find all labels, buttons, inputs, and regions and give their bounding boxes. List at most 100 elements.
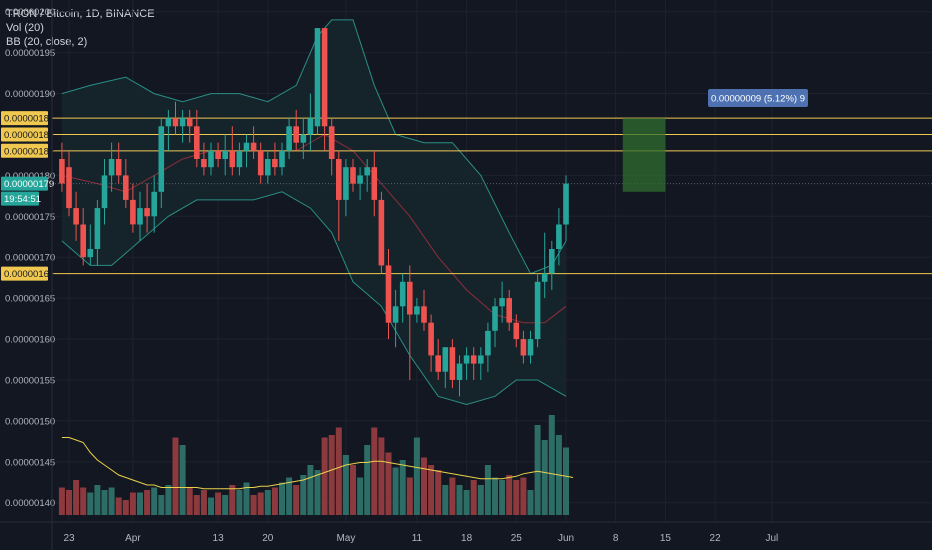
candle-body[interactable] — [80, 224, 86, 258]
candle-body[interactable] — [265, 159, 271, 176]
volume-bar — [371, 427, 378, 515]
volume-bar — [520, 477, 527, 515]
candle-body[interactable] — [73, 208, 79, 225]
candle-body[interactable] — [328, 126, 335, 159]
candle-body[interactable] — [115, 159, 122, 176]
time-tick-label: 11 — [412, 533, 423, 544]
candle-body[interactable] — [279, 150, 285, 168]
candle-body[interactable] — [94, 208, 101, 249]
volume-bar — [87, 492, 94, 515]
volume-bar — [236, 490, 243, 515]
candle-body[interactable] — [123, 175, 129, 200]
candle-body[interactable] — [371, 167, 378, 200]
volume-bar — [428, 465, 435, 515]
time-tick-label: 22 — [710, 533, 722, 544]
volume-bar — [293, 485, 300, 515]
candle-body[interactable] — [470, 355, 477, 364]
candle-body[interactable] — [527, 339, 534, 356]
level-tag: 0.00000168 — [1, 266, 54, 281]
candle-body[interactable] — [549, 249, 555, 274]
candle-body[interactable] — [449, 347, 456, 380]
volume-bar — [342, 455, 349, 515]
candle-body[interactable] — [435, 355, 441, 372]
volume-bar — [385, 452, 392, 515]
candle-body[interactable] — [456, 363, 463, 380]
candle-body[interactable] — [399, 281, 406, 307]
candle-body[interactable] — [272, 159, 278, 168]
candle-body[interactable] — [257, 150, 264, 176]
candle-body[interactable] — [236, 150, 243, 168]
candle-body[interactable] — [378, 199, 385, 266]
candle-body[interactable] — [87, 249, 94, 258]
candle-body[interactable] — [442, 347, 449, 372]
candle-body[interactable] — [215, 150, 221, 159]
candle-body[interactable] — [66, 167, 72, 209]
candle-body[interactable] — [385, 265, 392, 323]
candle-body[interactable] — [314, 28, 321, 127]
candle-body[interactable] — [165, 118, 172, 127]
volume-bar — [421, 457, 427, 515]
price-tick-label: 0.00000175 — [5, 212, 55, 223]
candle-body[interactable] — [428, 322, 434, 356]
candle-body[interactable] — [250, 142, 257, 151]
candle-body[interactable] — [506, 298, 512, 323]
candle-body[interactable] — [321, 28, 328, 127]
candle-body[interactable] — [130, 199, 136, 225]
candle-body[interactable] — [336, 159, 342, 200]
candle-body[interactable] — [172, 118, 179, 127]
volume-bar — [335, 427, 342, 515]
time-tick-label: Jun — [558, 533, 574, 544]
candle-body[interactable] — [478, 355, 484, 364]
candle-body[interactable] — [179, 118, 186, 127]
candle-body[interactable] — [563, 183, 569, 225]
candle-body[interactable] — [392, 306, 399, 323]
candle-body[interactable] — [541, 273, 548, 282]
candle-body[interactable] — [421, 306, 427, 323]
candle-body[interactable] — [194, 126, 200, 159]
candle-body[interactable] — [208, 150, 214, 168]
candle-body[interactable] — [407, 281, 413, 315]
volume-bar — [392, 467, 399, 515]
volume-bar — [200, 490, 207, 515]
candle-body[interactable] — [513, 322, 520, 340]
candle-body[interactable] — [186, 118, 193, 127]
candle-body[interactable] — [201, 159, 207, 168]
candle-body[interactable] — [463, 355, 470, 364]
candle-body[interactable] — [222, 150, 228, 159]
candle-body[interactable] — [556, 224, 562, 250]
candle-body[interactable] — [158, 126, 165, 192]
candle-body[interactable] — [343, 167, 349, 200]
candle-body[interactable] — [243, 142, 250, 151]
candle-body[interactable] — [520, 339, 527, 356]
candle-body[interactable] — [499, 298, 505, 307]
candle-body[interactable] — [101, 175, 108, 209]
last-price-text: 0.00000179 — [4, 179, 54, 190]
countdown-text: 19:54:51 — [4, 194, 41, 205]
volume-bar — [158, 495, 165, 515]
level-tag-bg — [1, 266, 48, 281]
candle-body[interactable] — [357, 175, 363, 184]
candle-body[interactable] — [144, 208, 150, 217]
indicator-volume[interactable]: Vol (20) — [6, 22, 44, 34]
candle-body[interactable] — [293, 126, 299, 143]
projection-box[interactable] — [622, 118, 666, 192]
volume-bar — [563, 447, 569, 515]
candle-body[interactable] — [300, 134, 307, 143]
candle-body[interactable] — [229, 150, 236, 168]
candle-body[interactable] — [534, 281, 541, 340]
candle-body[interactable] — [108, 159, 115, 176]
volume-bar — [435, 470, 442, 515]
candle-body[interactable] — [350, 167, 356, 184]
candle-body[interactable] — [492, 306, 498, 331]
candle-body[interactable] — [286, 126, 292, 151]
time-tick-label: 8 — [613, 533, 619, 544]
candle-body[interactable] — [151, 191, 157, 217]
indicator-bollinger[interactable]: BB (20, close, 2) — [6, 36, 88, 48]
candle-body[interactable] — [59, 159, 65, 184]
candle-body[interactable] — [364, 167, 370, 176]
candle-body[interactable] — [485, 330, 491, 356]
candle-body[interactable] — [137, 208, 143, 225]
candle-body[interactable] — [307, 118, 314, 135]
candle-body[interactable] — [414, 306, 420, 315]
